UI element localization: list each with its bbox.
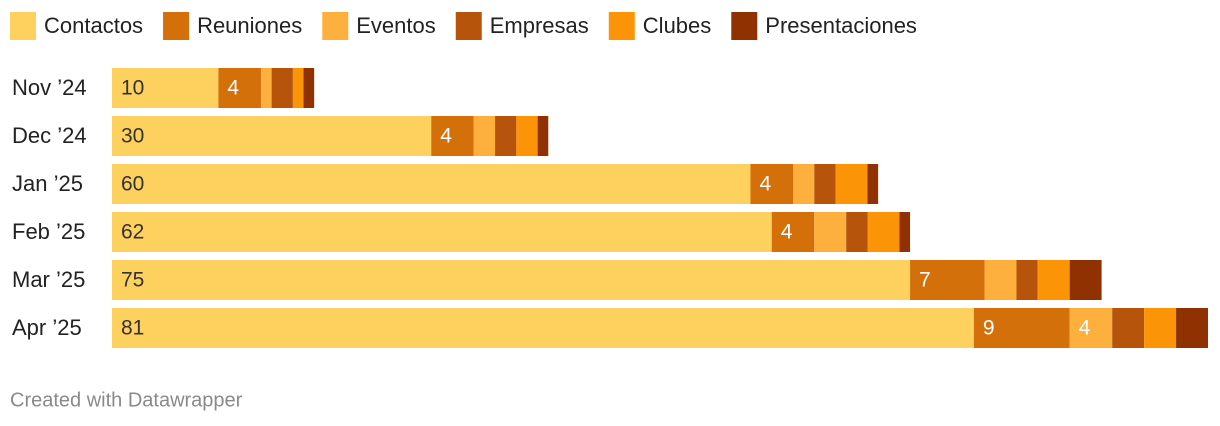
bar-segment [271,68,293,108]
value-label: 81 [121,317,144,340]
bar-segment [112,68,219,108]
value-label: 7 [919,269,931,292]
legend-label: Clubes [643,13,711,38]
value-label: 4 [440,125,452,148]
bar-segment [973,308,1070,348]
footer: Created with Datawrapper [10,389,243,411]
value-label: 10 [121,77,144,100]
bar-segment [537,116,549,156]
bar-segment [495,116,517,156]
category-label: Nov ’24 [12,75,87,100]
bar-segment [910,260,985,300]
category-label: Apr ’25 [12,315,82,340]
category-label: Feb ’25 [12,219,85,244]
bar-segment [750,164,794,204]
category-label: Mar ’25 [12,267,85,292]
legend-label: Empresas [490,13,589,38]
bar-segment [867,164,879,204]
bar-segment [1037,260,1070,300]
bar-segment [846,212,868,252]
legend-swatch [322,12,349,40]
bar-segment [218,68,261,108]
bar-segment [1069,260,1102,300]
category-label: Dec ’24 [12,123,87,148]
bar-segment [260,68,272,108]
value-label: 4 [759,173,771,196]
bar-segment [1069,308,1113,348]
bar-segment [1176,308,1208,348]
bar-segment [112,116,432,156]
legend-swatch [163,12,190,40]
legend-label: Contactos [44,13,143,38]
bar-segment [984,260,1017,300]
value-label: 30 [121,125,144,148]
legend-label: Reuniones [197,13,302,38]
legend-swatch [731,12,758,40]
bar-segment [814,212,847,252]
value-label: 9 [983,317,995,340]
bar-segment [516,116,538,156]
bar-segment [112,164,751,204]
bar-segment [431,116,474,156]
bar-segment [814,164,836,204]
category-label: Jan ’25 [12,171,83,196]
value-label: 4 [1079,317,1091,340]
bar-segment [1144,308,1177,348]
bar-segment [112,308,974,348]
bar-segment [1112,308,1145,348]
bar-segment [899,212,911,252]
legend-label: Eventos [356,13,436,38]
bar-segment [835,164,868,204]
bar-segment [112,212,772,252]
bar-segment [112,260,911,300]
bar-segment [292,68,304,108]
legend-swatch [455,12,482,40]
bar-segment [771,212,815,252]
value-label: 75 [121,269,144,292]
value-label: 62 [121,221,144,244]
bar-segment [867,212,900,252]
bar-segment [793,164,815,204]
legend-swatch [608,12,635,40]
bar-segment [303,68,315,108]
bar-segment [1016,260,1038,300]
legend-swatch [10,12,36,40]
value-label: 4 [227,77,239,100]
legend-label: Presentaciones [765,13,917,38]
value-label: 60 [121,173,144,196]
value-label: 4 [781,221,793,244]
bar-segment [473,116,496,156]
